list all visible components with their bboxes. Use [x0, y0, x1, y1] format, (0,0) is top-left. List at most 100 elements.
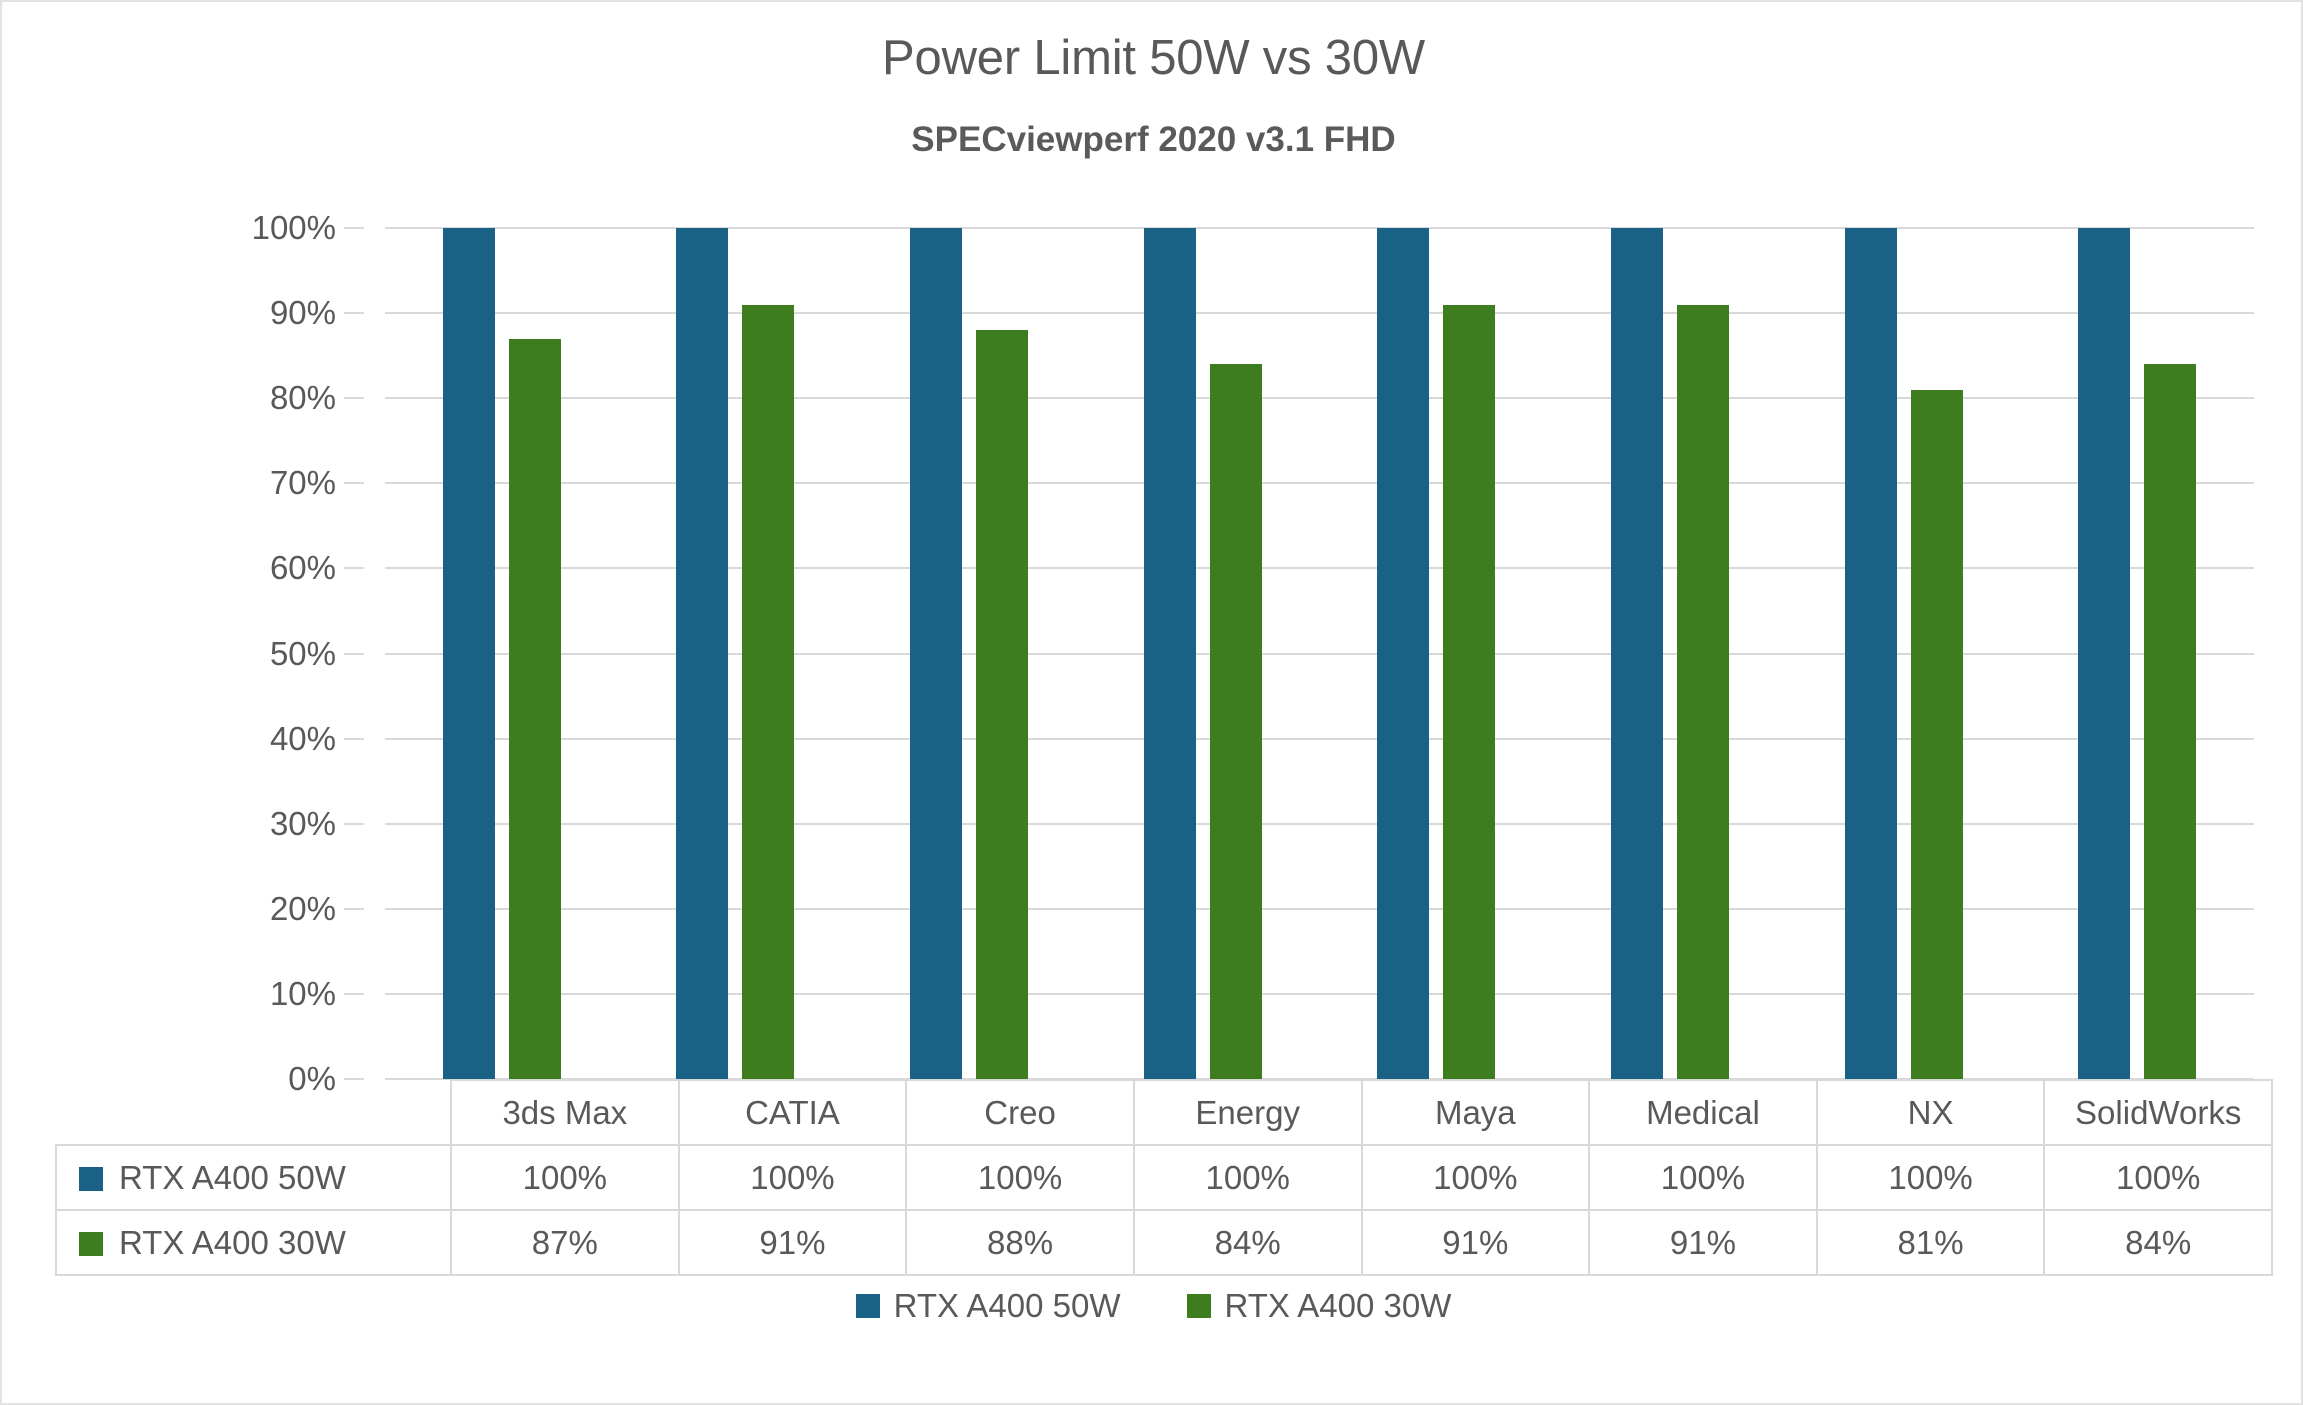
bar	[2078, 228, 2131, 1079]
bar	[976, 330, 1029, 1079]
bar-group	[1553, 228, 1787, 1079]
table-row: RTX A400 50W 100% 100% 100% 100% 100% 100% 100%…	[55, 1144, 2273, 1211]
y-axis-tick-label: 60%	[269, 549, 336, 587]
y-axis-tick-mark	[344, 992, 364, 995]
table-cell-value: 91%	[677, 1209, 908, 1276]
bar-group	[1320, 228, 1554, 1079]
gridline	[385, 397, 2254, 400]
data-table-body: 3ds Max CATIA Creo Energy Maya Medical NX Solid…	[55, 1079, 2273, 1276]
gridline	[385, 907, 2254, 910]
y-axis-tick-label: 20%	[269, 889, 336, 927]
table-header-row: 3ds Max CATIA Creo Energy Maya Medical NX Solid…	[56, 1079, 2273, 1146]
table-cell-value: 100%	[905, 1144, 1135, 1211]
chart-title: Power Limit 50W vs 30W	[882, 31, 1425, 85]
plot-area	[385, 227, 2254, 1080]
legend-item[interactable]: RTX A400 50W	[855, 1287, 1121, 1325]
gridline	[385, 737, 2254, 740]
y-axis-tick-mark	[344, 227, 364, 229]
gridline	[385, 992, 2254, 995]
bar	[1143, 228, 1196, 1079]
y-axis-tick-mark	[344, 312, 364, 315]
table-category-header: Energy	[1132, 1079, 1363, 1146]
table-cell-value: 91%	[1588, 1209, 1818, 1276]
chart-legend: RTX A400 50W RTX A400 30W	[2, 1287, 2301, 1325]
table-cell-value: 88%	[905, 1209, 1135, 1276]
bar-group	[619, 228, 853, 1079]
table-series-label: RTX A400 50W	[55, 1144, 452, 1211]
legend-color-swatch-icon	[855, 1294, 880, 1318]
table-corner-cell	[56, 1080, 451, 1145]
bar	[1610, 228, 1663, 1079]
table-category-header: SolidWorks	[2043, 1079, 2273, 1146]
table-category-header: NX	[1815, 1079, 2046, 1146]
gridline	[385, 567, 2254, 570]
gridline	[385, 227, 2254, 229]
table-category-header: Maya	[1360, 1079, 1591, 1146]
y-axis-tick-label: 30%	[269, 804, 336, 842]
table-cell-value: 100%	[677, 1144, 908, 1211]
chart-subtitle: SPECviewperf 2020 v3.1 FHD	[911, 120, 1396, 159]
y-axis-tick-mark	[344, 397, 364, 400]
bar-group	[385, 228, 619, 1079]
y-axis-tick-mark	[344, 567, 364, 570]
table-row: RTX A400 30W 87% 91% 88% 84% 91% 91% 81% 84%	[55, 1209, 2273, 1276]
table-cell-value: 84%	[2043, 1209, 2273, 1276]
bar	[1844, 228, 1897, 1079]
legend-item-label: RTX A400 30W	[1224, 1287, 1452, 1324]
gridline	[385, 482, 2254, 485]
table-cell-value: 100%	[1132, 1144, 1363, 1211]
table-cell-value: 91%	[1360, 1209, 1591, 1276]
y-axis-tick-label: 70%	[269, 464, 336, 502]
y-axis-tick-label: 10%	[269, 974, 336, 1012]
y-axis-tick-mark	[344, 1078, 364, 1080]
table-cell-value: 100%	[2043, 1144, 2273, 1211]
bar	[1443, 304, 1496, 1079]
series-color-swatch-icon	[79, 1166, 103, 1191]
y-axis-tick-label: 100%	[251, 209, 336, 246]
y-axis-tick-mark	[344, 737, 364, 740]
bar	[1676, 304, 1729, 1079]
bar	[1377, 228, 1430, 1079]
table-cell-value: 84%	[1132, 1209, 1363, 1276]
series-color-swatch-icon	[79, 1231, 103, 1256]
gridline	[385, 652, 2254, 655]
table-series-label-text: RTX A400 30W	[119, 1223, 346, 1261]
bar-group	[1086, 228, 1320, 1079]
y-axis: 100% 90% 80% 70% 60% 50% 40% 30% 20% 10% 0%	[152, 209, 364, 1097]
bar	[442, 228, 495, 1079]
table-category-header: Medical	[1588, 1079, 1818, 1146]
y-axis-tick-label: 0%	[288, 1060, 336, 1097]
legend-item[interactable]: RTX A400 30W	[1186, 1287, 1452, 1325]
table-cell-value: 100%	[1815, 1144, 2046, 1211]
y-axis-tick-label: 90%	[269, 294, 336, 332]
gridline	[385, 822, 2254, 825]
bar	[1910, 389, 1963, 1079]
data-table: 3ds Max CATIA Creo Energy Maya Medical NX Solid…	[55, 1079, 2273, 1276]
table-series-label-text: RTX A400 50W	[119, 1158, 346, 1196]
y-axis-tick-mark	[344, 907, 364, 910]
table-series-label: RTX A400 30W	[55, 1209, 452, 1276]
bar-group	[1787, 228, 2021, 1079]
y-axis-tick-mark	[344, 652, 364, 655]
gridline	[385, 312, 2254, 315]
table-cell-value: 100%	[1360, 1144, 1591, 1211]
bar	[676, 228, 729, 1079]
table-category-header: Creo	[905, 1079, 1135, 1146]
y-axis-tick-label: 40%	[269, 719, 336, 757]
gridline	[385, 1078, 2254, 1080]
table-cell-value: 100%	[450, 1144, 680, 1211]
table-category-header: 3ds Max	[450, 1079, 680, 1146]
legend-color-swatch-icon	[1186, 1294, 1211, 1318]
bar-group	[852, 228, 1086, 1079]
legend-item-label: RTX A400 50W	[893, 1287, 1121, 1324]
bar	[910, 228, 963, 1079]
y-axis-tick-mark	[344, 482, 364, 485]
y-axis-tick-label: 80%	[269, 379, 336, 417]
table-cell-value: 100%	[1588, 1144, 1818, 1211]
bar-group	[2020, 228, 2254, 1079]
table-cell-value: 81%	[1815, 1209, 2046, 1276]
bar	[742, 304, 795, 1079]
table-cell-value: 87%	[450, 1209, 680, 1276]
y-axis-tick-mark	[344, 822, 364, 825]
